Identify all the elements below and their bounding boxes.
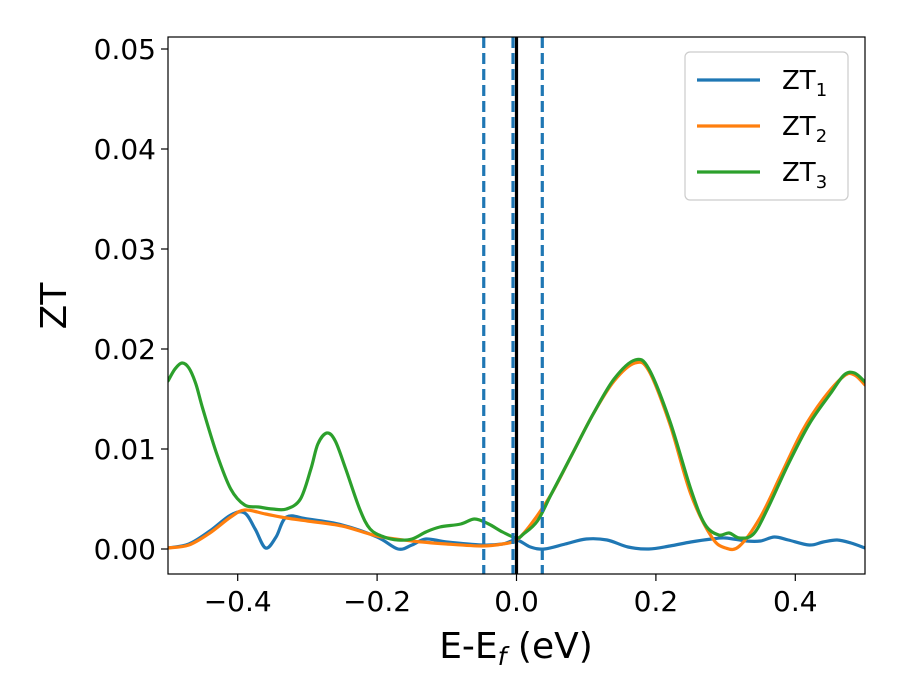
legend-label-zt1: ZT1 <box>782 66 827 101</box>
x-tick-label: 0.0 <box>494 585 539 618</box>
series-line-zt1 <box>168 510 865 551</box>
legend-box <box>684 51 849 201</box>
x-tick-label: 0.4 <box>773 585 818 618</box>
legend-label-zt2: ZT2 <box>782 112 827 147</box>
legend: ZT1 ZT2 ZT3 <box>684 51 849 201</box>
y-tick-label: 0.05 <box>94 33 156 66</box>
legend-label-zt3: ZT3 <box>782 158 827 193</box>
x-tick-label: −0.2 <box>343 585 411 618</box>
y-axis-label: ZT <box>34 282 75 330</box>
plot-area <box>168 37 865 574</box>
y-tick-label: 0.00 <box>94 533 156 566</box>
y-tick-label: 0.02 <box>94 333 156 366</box>
y-axis: 0.00 0.01 0.02 0.03 0.04 0.05 <box>94 33 168 566</box>
y-tick-label: 0.04 <box>94 133 156 166</box>
x-axis-label: E-Ef (eV) <box>439 626 593 671</box>
x-tick-label: −0.4 <box>204 585 272 618</box>
y-tick-label: 0.01 <box>94 433 156 466</box>
x-axis: −0.4 −0.2 0.0 0.2 0.4 <box>204 574 818 618</box>
y-tick-label: 0.03 <box>94 233 156 266</box>
series-line-zt3 <box>168 357 865 542</box>
x-tick-label: 0.2 <box>634 585 679 618</box>
